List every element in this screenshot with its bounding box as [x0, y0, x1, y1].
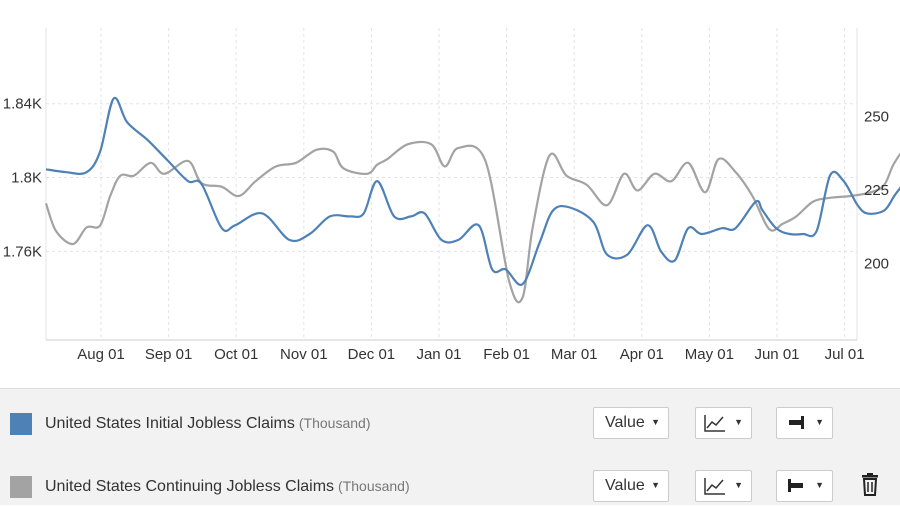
axis-right-icon [789, 416, 804, 429]
x-tick-label: Sep 01 [145, 346, 193, 363]
x-tick-label: Feb 01 [483, 346, 530, 363]
series-unit: (Thousand) [338, 478, 410, 494]
series-color-swatch[interactable] [10, 413, 32, 435]
x-tick-label: Nov 01 [280, 346, 328, 363]
legend-panel: United States Initial Jobless Claims (Tho… [0, 388, 900, 505]
axis-dropdown[interactable]: ▼ [776, 407, 833, 439]
value-dropdown[interactable]: Value ▼ [593, 407, 669, 439]
x-tick-label: Mar 01 [551, 346, 598, 363]
x-tick-label: Jun 01 [754, 346, 799, 363]
series-line-continuing-claims[interactable] [44, 75, 900, 304]
trash-icon [862, 473, 878, 496]
chart-type-dropdown[interactable]: ▼ [695, 470, 752, 502]
y-right-tick-label: 200 [864, 255, 889, 272]
series-line-initial-claims[interactable] [45, 96, 900, 286]
x-tick-label: Jan 01 [416, 346, 461, 363]
caret-down-icon: ▼ [734, 417, 743, 427]
legend-row-continuing-claims: United States Continuing Jobless Claims(… [0, 466, 900, 506]
grid-lines [46, 28, 857, 340]
value-dropdown-label: Value [605, 414, 645, 431]
series-unit: (Thousand) [298, 415, 371, 431]
line-chart-icon [704, 478, 725, 495]
axis-left-icon [788, 479, 803, 492]
line-chart: Aug 01 Sep 01 Oct 01 Nov 01 Dec 01 Jan 01 Feb … [3, 28, 900, 363]
series-name: United States Initial Jobless Claims [45, 415, 295, 432]
axes [45, 28, 858, 341]
legend-row-initial-claims: United States Initial Jobless Claims (Tho… [0, 403, 900, 443]
y-left-tick-label: 1.76K [3, 243, 42, 260]
caret-down-icon: ▼ [651, 417, 660, 427]
x-tick-label: May 01 [685, 346, 734, 363]
x-tick-label: Apr 01 [620, 346, 664, 363]
series-label: United States Continuing Jobless Claims(… [45, 478, 410, 496]
x-tick-label: Aug 01 [77, 346, 125, 363]
line-chart-icon [704, 415, 725, 432]
x-tick-label: Dec 01 [348, 346, 396, 363]
y-right-tick-label: 225 [864, 182, 889, 199]
tick-labels: Aug 01 Sep 01 Oct 01 Nov 01 Dec 01 Jan 01 Feb … [3, 96, 889, 363]
value-dropdown[interactable]: Value ▼ [593, 470, 669, 502]
y-left-tick-label: 1.8K [11, 170, 42, 187]
caret-down-icon: ▼ [651, 480, 660, 490]
caret-down-icon: ▼ [734, 480, 743, 490]
series-color-swatch[interactable] [10, 476, 32, 498]
caret-down-icon: ▼ [815, 417, 824, 427]
series-name: United States Continuing Jobless Claims [45, 478, 335, 495]
chart-area: Aug 01 Sep 01 Oct 01 Nov 01 Dec 01 Jan 01 Feb … [2, 28, 900, 363]
x-tick-label: Jul 01 [825, 346, 865, 363]
chart-type-dropdown[interactable]: ▼ [695, 407, 752, 439]
axis-dropdown[interactable]: ▼ [776, 470, 833, 502]
y-left-tick-label: 1.84K [3, 96, 42, 113]
caret-down-icon: ▼ [815, 480, 824, 490]
delete-series-button[interactable] [860, 472, 880, 496]
x-tick-label: Oct 01 [214, 346, 258, 363]
y-right-tick-label: 250 [864, 108, 889, 125]
value-dropdown-label: Value [605, 477, 645, 494]
series-label: United States Initial Jobless Claims (Tho… [45, 415, 370, 433]
series-lines [44, 75, 900, 304]
